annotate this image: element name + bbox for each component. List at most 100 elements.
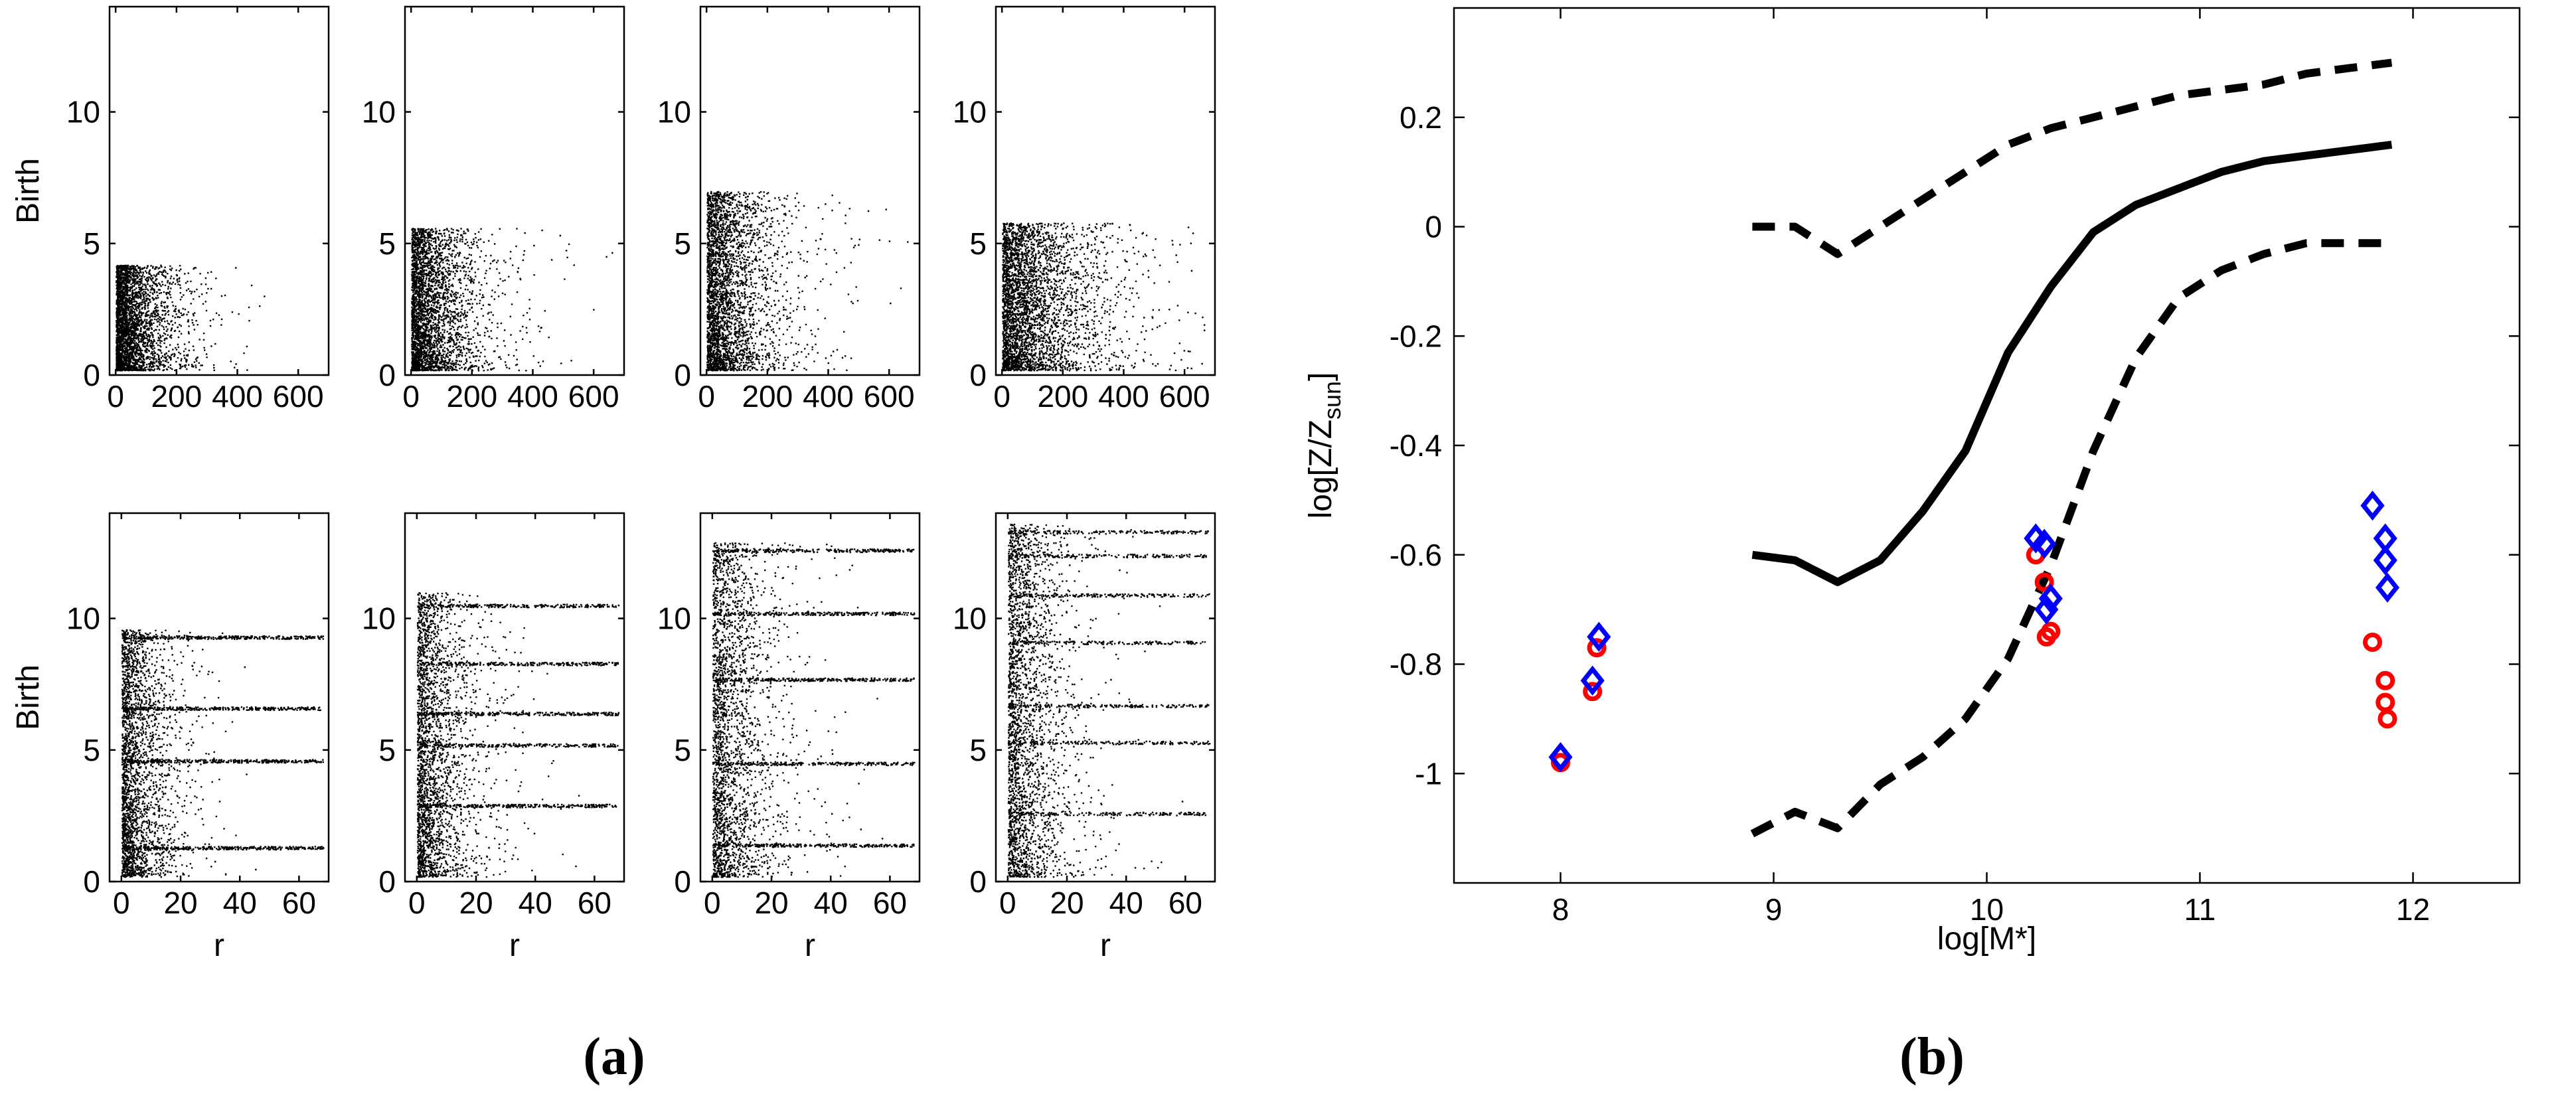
blue-diamond-marker [1580,665,1605,696]
y-tick-label: 10 [362,601,396,636]
y-tick-label: 0.2 [1400,100,1442,135]
y-tick-label: -1 [1415,756,1442,791]
axes-frame [995,512,1216,883]
x-tick-label: 400 [507,379,558,414]
x-tick-label: 20 [754,886,788,920]
x-tick-label: 400 [803,379,854,414]
y-tick-label: 0 [1425,210,1442,244]
x-tick-label: 10 [1970,892,2004,927]
subplot-1-0: 0 20 40 60 0 5 10 Birth r [11,512,330,963]
x-tick-label: 40 [814,886,848,920]
y-tick-label: 0 [969,358,987,392]
axes-frame [1453,7,2521,884]
subplot-0-3: 0 200 400 600 0 5 10 [953,5,1216,414]
y-tick-label: 5 [378,226,396,261]
x-tick-label: 60 [1168,886,1202,920]
blue-diamond-marker [2038,584,2063,614]
axes-frame [699,512,921,883]
x-tick-label: 60 [282,886,316,920]
red-circle-marker [2034,572,2054,592]
x-tick-label: 40 [223,886,257,920]
y-tick-label: 5 [378,733,396,767]
scatter-points [411,228,613,372]
blue-diamond-marker [2373,545,2397,576]
x-tick-label: 400 [212,379,263,414]
scatter-points [712,542,916,878]
scatter-points [416,592,620,878]
y-tick-label: 5 [83,733,100,767]
red-circle-marker [2375,670,2395,690]
red-circle-marker [1587,638,1607,658]
subplot-0-0: 0 200 400 600 0 5 10 Birth [11,5,330,414]
scatter-points [121,629,325,878]
y-tick-label: -0.4 [1390,428,1442,463]
x-tick-label: 0 [698,379,715,414]
x-axis-label: r [509,928,520,963]
y-tick-label: -0.2 [1390,319,1442,353]
x-tick-label: 8 [1552,892,1570,927]
scatter-points [116,264,266,372]
x-tick-label: 600 [568,379,619,414]
panel-b-axes: 8 9 10 11 12 0.2 0 -0.2 -0.4 -0.6 -0.8 -1 log[M*] log… [1303,7,2521,957]
scatter-bound-line [1750,239,2392,838]
x-tick-label: 20 [459,886,493,920]
red-circle-marker [2036,627,2056,647]
x-tick-label: 0 [107,379,124,414]
red-circle-marker [2363,633,2383,653]
x-tick-label: 600 [273,379,324,414]
x-tick-label: 0 [408,886,426,920]
blue-diamond-marker [2034,594,2059,625]
x-axis-label: r [805,928,815,963]
x-tick-label: 9 [1765,892,1783,927]
scatter-points [1007,523,1211,878]
y-tick-label: 5 [969,226,987,261]
y-tick-label: 10 [953,95,987,129]
y-tick-label: 5 [969,733,987,767]
y-tick-label: 0 [378,358,396,392]
x-tick-label: 0 [704,886,721,920]
x-tick-label: 12 [2396,892,2430,927]
y-tick-label: 5 [83,226,100,261]
y-tick-label: 5 [674,733,691,767]
x-tick-label: 40 [1109,886,1143,920]
blue-diamond-marker [2032,528,2057,559]
axes-frame [108,5,330,376]
x-tick-label: 60 [873,886,907,920]
y-tick-label: -0.6 [1390,538,1442,572]
panel-label-b: (b) [1899,1028,1965,1086]
x-tick-label: 0 [999,886,1016,920]
x-tick-label: 600 [1159,379,1210,414]
subplot-1-2: 0 20 40 60 0 5 10 r [657,512,921,963]
subplot-1-1: 0 20 40 60 0 5 10 r [362,512,625,963]
y-tick-label: 0 [378,864,396,899]
blue-diamond-marker [1587,621,1611,652]
x-tick-label: 40 [519,886,552,920]
median-line [1751,140,2393,586]
x-tick-label: 20 [1050,886,1084,920]
subplot-0-2: 0 200 400 600 0 5 10 [657,5,921,414]
red-circle-marker [1583,682,1603,702]
subplot-1-3: 0 20 40 60 0 5 10 r [953,512,1216,963]
x-axis-label: r [1100,928,1111,963]
x-tick-label: 20 [163,886,197,920]
scatter-points [706,191,909,372]
panel-label-a: (a) [583,1028,645,1086]
x-tick-label: 0 [993,379,1010,414]
y-tick-label: 0 [674,864,691,899]
x-tick-label: 60 [578,886,611,920]
x-tick-label: 0 [402,379,420,414]
x-tick-label: 200 [446,379,497,414]
axes-frame [404,512,625,883]
y-axis-label: log[Z/Zsun] [1303,372,1346,519]
scatter-points [1002,222,1206,372]
y-tick-label: 0 [969,864,987,899]
axes-frame [995,5,1216,376]
y-axis-label: Birth [11,158,46,224]
y-tick-label: 10 [362,95,396,129]
y-tick-label: 10 [657,95,691,129]
y-tick-label: 0 [83,358,100,392]
x-tick-label: 400 [1098,379,1149,414]
blue-diamond-marker [2375,572,2400,603]
y-tick-label: 10 [953,601,987,636]
